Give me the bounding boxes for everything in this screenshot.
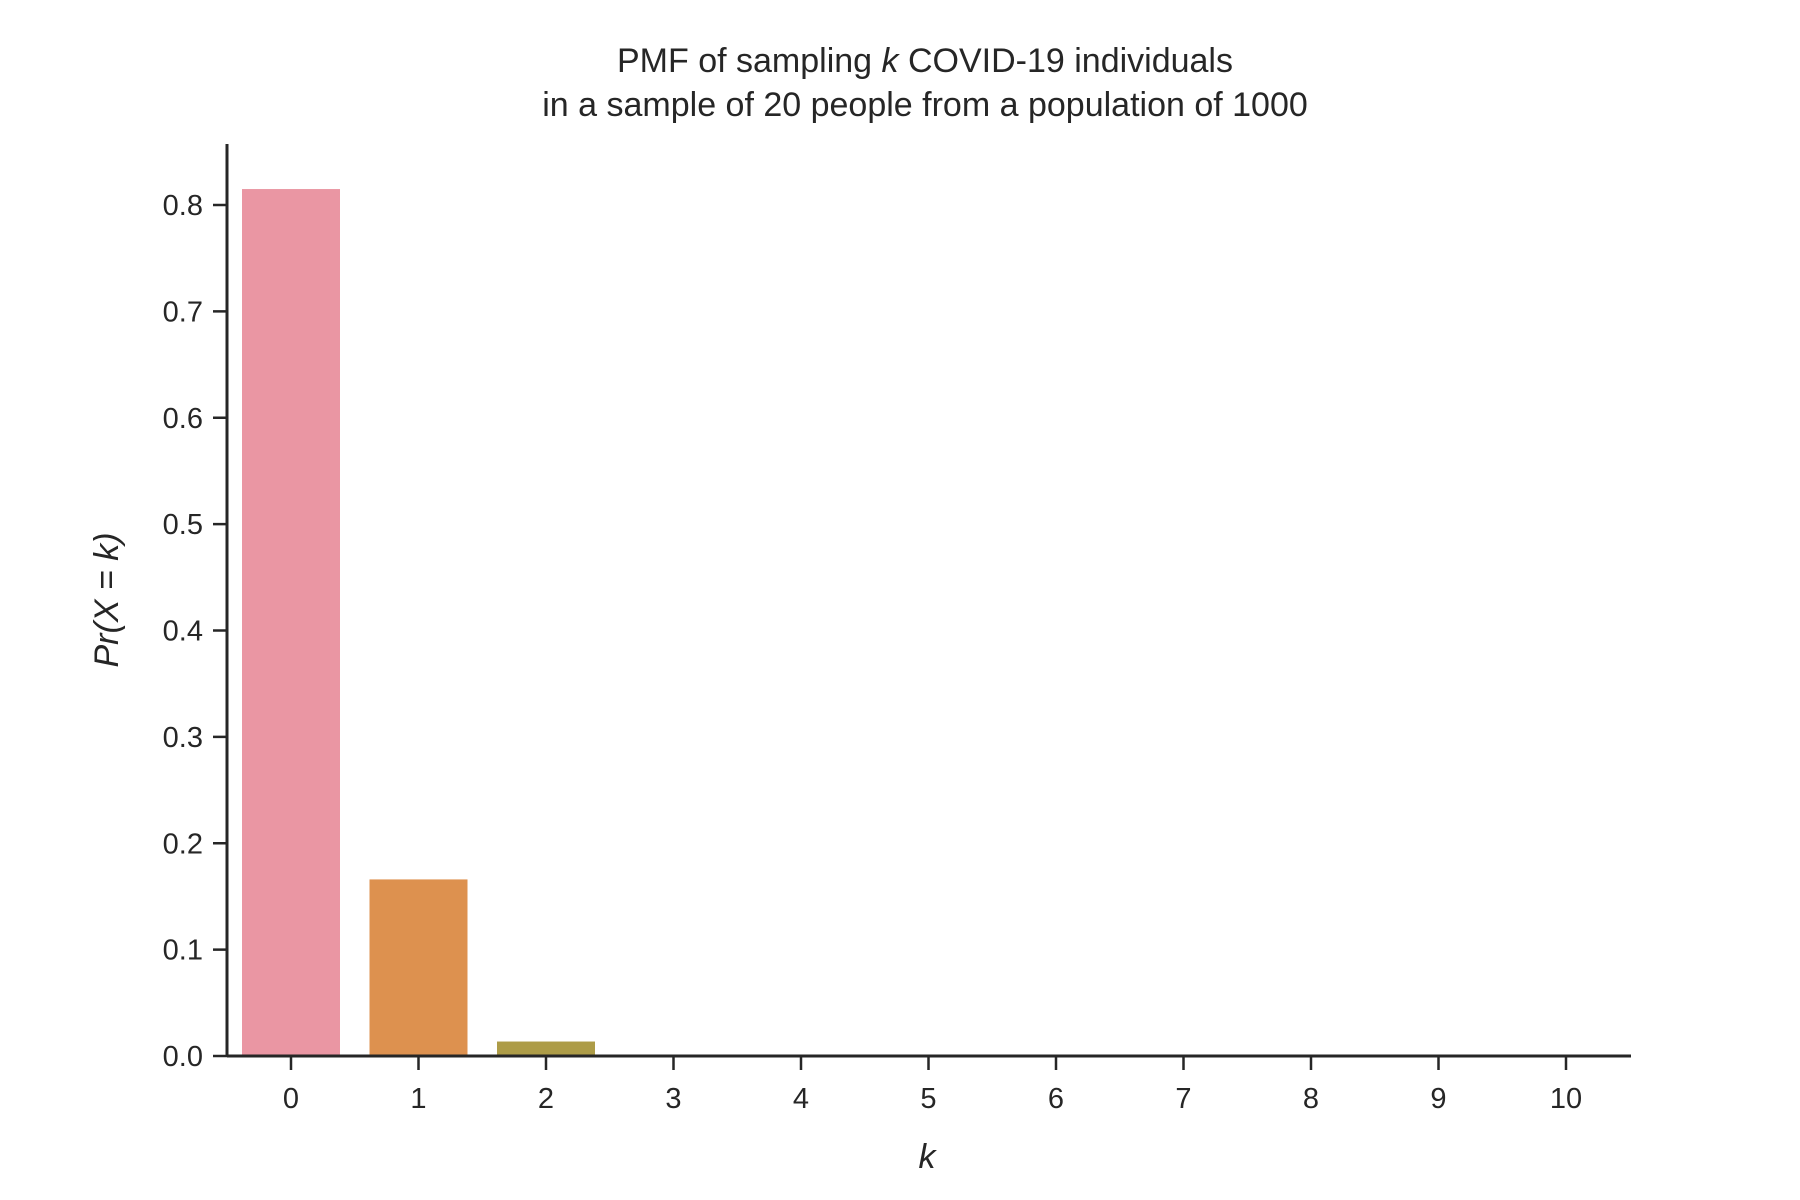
x-tick-label: 6 <box>1048 1083 1064 1115</box>
x-tick-label: 7 <box>1175 1083 1191 1115</box>
y-tick-label: 0.7 <box>163 296 203 328</box>
y-tick-label: 0.6 <box>163 403 203 435</box>
bar-k-0 <box>242 189 340 1056</box>
x-tick-label: 2 <box>538 1083 554 1115</box>
x-tick-label: 1 <box>410 1083 426 1115</box>
x-tick-label: 3 <box>665 1083 681 1115</box>
bar-group <box>242 189 850 1056</box>
chart-title-part-2: k <box>882 42 901 80</box>
x-tick-label: 8 <box>1303 1083 1319 1115</box>
x-tick-label: 10 <box>1550 1083 1582 1115</box>
y-axis-label: Pr(X = k) <box>88 532 126 667</box>
y-tick-label: 0.8 <box>163 190 203 222</box>
chart-title-part-3: COVID-19 individuals <box>899 42 1233 80</box>
chart-title-line2: in a sample of 20 people from a populati… <box>542 86 1308 124</box>
x-axis-label: k <box>919 1138 938 1176</box>
y-tick-label: 0.0 <box>163 1041 203 1073</box>
x-axis-ticks: 0 1 2 3 4 5 6 7 8 9 10 <box>283 1056 1582 1115</box>
y-tick-label: 0.2 <box>163 828 203 860</box>
bar-k-2 <box>497 1041 595 1056</box>
y-tick-label: 0.1 <box>163 935 203 967</box>
chart-title-part-1: PMF of sampling <box>617 42 882 80</box>
x-tick-label: 9 <box>1430 1083 1446 1115</box>
y-tick-label: 0.4 <box>163 616 203 648</box>
x-tick-label: 0 <box>283 1083 299 1115</box>
x-tick-label: 5 <box>920 1083 936 1115</box>
y-tick-label: 0.5 <box>163 509 203 541</box>
y-tick-label: 0.3 <box>163 722 203 754</box>
bar-k-1 <box>369 879 468 1056</box>
y-axis-ticks: 0.0 0.1 0.2 0.3 0.4 0.5 0.6 0.7 0.8 <box>163 190 227 1073</box>
x-tick-label: 4 <box>793 1083 809 1115</box>
chart-title-line1: PMF of sampling k COVID-19 individuals <box>617 42 1233 80</box>
